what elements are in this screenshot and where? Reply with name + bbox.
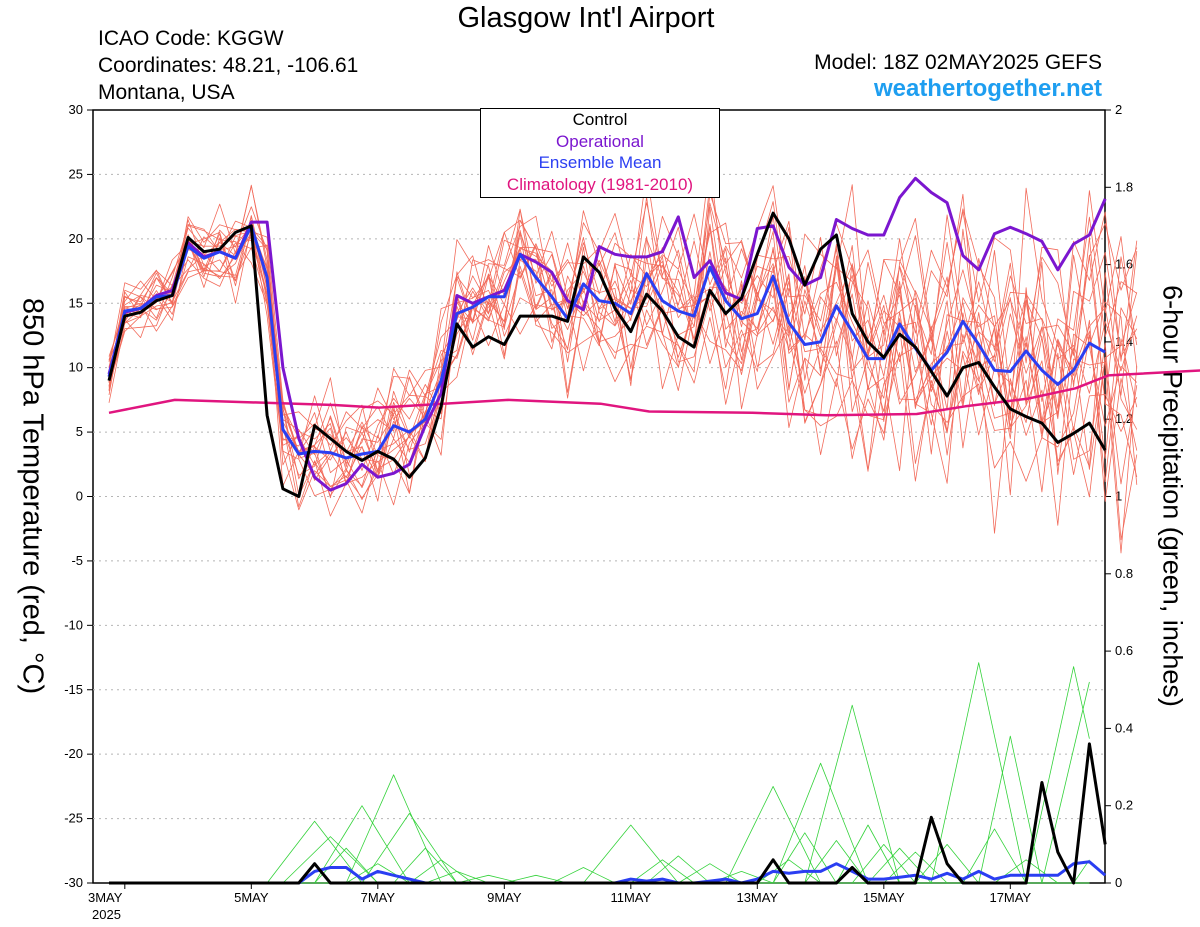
y-left-tick-label: 25 [69, 166, 83, 181]
y-right-tick-label: 0 [1115, 875, 1122, 890]
temp-member-line [108, 232, 1138, 494]
legend-ensemble-mean: Ensemble Mean [538, 153, 662, 172]
y-right-tick-label: 1.8 [1115, 179, 1133, 194]
temp-member-line [108, 226, 1138, 499]
y-left-tick-label: -30 [64, 875, 83, 890]
x-tick-label: 15MAY [863, 890, 905, 905]
y-left-tick-label: 0 [76, 489, 83, 504]
legend-control: Control [572, 110, 628, 129]
y-left-tick-label: -10 [64, 617, 83, 632]
y-left-tick-label: 15 [69, 295, 83, 310]
operational-line [107, 176, 1107, 492]
coordinates: Coordinates: 48.21, -106.61 [98, 54, 359, 77]
y-right-tick-label: 0.8 [1115, 566, 1133, 581]
temp-member-line [108, 242, 1138, 554]
chart-title: Glasgow Int'l Airport [457, 2, 715, 34]
x-tick-label: 3MAY [88, 890, 123, 905]
x-tick-label: 13MAY [736, 890, 778, 905]
x-tick-label: 5MAY [234, 890, 269, 905]
precip-control-line [109, 742, 1107, 885]
y-right-tick-label: 0.2 [1115, 798, 1133, 813]
y-left-tick-label: 5 [76, 424, 83, 439]
site-link[interactable]: weathertogether.net [873, 75, 1102, 102]
y-left-tick-label: -25 [64, 811, 83, 826]
y-right-tick-label: 2 [1115, 102, 1122, 117]
x-tick-label: 7MAY [361, 890, 396, 905]
legend-operational: Operational [556, 131, 644, 151]
y-right-tick-label: 0.6 [1115, 643, 1133, 658]
y-left-tick-label: -5 [71, 553, 83, 568]
legend-climatology: Climatology (1981-2010) [506, 174, 694, 194]
x-tick-label: 17MAY [989, 890, 1031, 905]
icao-code: ICAO Code: KGGW [98, 27, 284, 50]
y-left-tick-label: -20 [64, 746, 83, 761]
y-right-tick-label: 0.4 [1115, 720, 1133, 735]
y-right-tick-label: 1 [1115, 489, 1122, 504]
climatology-line [108, 369, 1200, 417]
y-left-tick-label: 20 [69, 231, 83, 246]
x-year-label: 2025 [92, 907, 121, 922]
legend: Control Operational Ensemble Mean Climat… [480, 108, 720, 198]
y-left-tick-label: -15 [64, 682, 83, 697]
y-left-tick-label: 30 [69, 102, 83, 117]
region: Montana, USA [98, 81, 235, 104]
y-left-tick-label: 10 [69, 360, 83, 375]
control-line [107, 211, 1107, 498]
x-tick-label: 11MAY [610, 890, 651, 905]
ensemble-mean-line [107, 224, 1106, 460]
temp-member-line [108, 171, 1138, 458]
model-run: Model: 18Z 02MAY2025 GEFS [814, 51, 1102, 74]
x-tick-label: 9MAY [487, 890, 522, 905]
